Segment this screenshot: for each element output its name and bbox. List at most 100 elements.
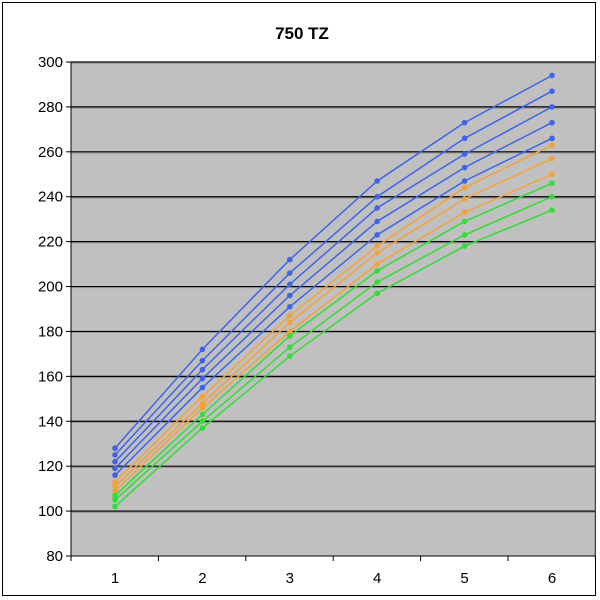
data-point: [461, 151, 468, 157]
data-point: [199, 400, 206, 407]
data-point: [112, 503, 118, 510]
data-point: [112, 465, 118, 472]
data-point: [549, 88, 555, 94]
series-layer: [112, 72, 555, 510]
data-point: [199, 346, 206, 353]
x-tick-label: 3: [286, 570, 294, 587]
series-line: [114, 106, 553, 463]
data-point: [461, 232, 468, 238]
y-tick-label: 100: [38, 503, 63, 520]
data-point: [199, 384, 206, 391]
data-point: [287, 256, 293, 263]
y-tick-label: 180: [38, 323, 63, 340]
data-point: [199, 393, 206, 400]
data-point: [549, 119, 555, 126]
y-tick-label: 120: [38, 458, 63, 475]
data-point: [287, 344, 293, 350]
data-point: [461, 119, 468, 126]
data-point: [374, 261, 381, 267]
series-11: [112, 207, 555, 510]
series-line: [114, 173, 553, 492]
data-point: [374, 218, 381, 225]
x-tick-label: 2: [198, 570, 206, 587]
data-point: [287, 270, 293, 276]
data-point: [112, 488, 118, 494]
chart-title: 750 TZ: [275, 24, 329, 43]
data-point: [287, 353, 293, 359]
data-point: [461, 218, 468, 225]
data-point: [112, 472, 118, 478]
data-point: [112, 479, 118, 485]
data-point: [461, 243, 468, 249]
data-point: [287, 281, 293, 288]
data-point: [112, 445, 118, 452]
y-tick-label: 140: [38, 413, 63, 430]
data-point: [549, 180, 555, 187]
data-point: [374, 290, 381, 297]
plot-area: [70, 61, 596, 557]
series-line: [114, 74, 553, 449]
data-point: [287, 333, 293, 339]
x-tick-label: 4: [373, 570, 381, 587]
data-point: [287, 303, 293, 310]
series-9: [112, 180, 555, 499]
data-point: [199, 375, 206, 382]
data-point: [374, 178, 381, 184]
data-point: [549, 193, 555, 200]
data-point: [199, 425, 206, 431]
series-10: [112, 193, 555, 503]
data-point: [287, 319, 293, 326]
data-point: [461, 209, 468, 216]
data-point: [374, 279, 381, 285]
series-1: [112, 72, 555, 452]
series-6: [112, 142, 555, 485]
x-tick-label: 1: [111, 570, 119, 587]
data-point: [374, 205, 381, 211]
data-point: [112, 492, 118, 499]
y-tick-label: 200: [38, 279, 63, 296]
x-tick-label: 5: [460, 570, 468, 587]
data-point: [287, 312, 293, 319]
data-point: [374, 250, 381, 256]
data-point: [461, 164, 468, 171]
data-point: [549, 142, 555, 148]
data-point: [461, 178, 468, 184]
data-point: [549, 104, 555, 110]
data-point: [199, 411, 206, 418]
gridlines: [71, 61, 595, 513]
data-point: [549, 207, 555, 213]
data-point: [374, 232, 381, 238]
series-line: [114, 209, 553, 508]
y-tick-label: 80: [46, 548, 63, 565]
data-point: [287, 328, 293, 335]
data-point: [549, 155, 555, 162]
data-point: [199, 418, 206, 425]
series-line: [114, 196, 553, 501]
series-4: [112, 119, 555, 472]
data-point: [549, 135, 555, 142]
y-tick-label: 160: [38, 368, 63, 385]
data-point: [549, 72, 555, 79]
data-point: [461, 135, 468, 142]
series-5: [112, 135, 555, 478]
data-point: [374, 243, 381, 249]
series-2: [112, 88, 555, 458]
series-line: [114, 157, 553, 487]
chart: 750 TZ 80 100 120 140 160 180 200 220 240 260 280 3…: [38, 24, 596, 587]
data-point: [112, 458, 118, 465]
axes: 80 100 120 140 160 180 200 220 240 260 280 300 1 2 3 4 5…: [38, 54, 596, 587]
series-line: [114, 144, 553, 483]
y-tick-label: 260: [38, 144, 63, 161]
y-tick-label: 300: [38, 54, 63, 71]
series-7: [112, 155, 555, 490]
series-3: [112, 104, 555, 465]
series-line: [114, 137, 553, 476]
y-tick-label: 220: [38, 234, 63, 251]
y-tick-label: 280: [38, 99, 63, 116]
y-tick-label: 240: [38, 189, 63, 206]
data-point: [112, 497, 118, 503]
data-point: [199, 366, 206, 373]
x-tick-label: 6: [548, 570, 556, 587]
series-line: [114, 182, 553, 496]
